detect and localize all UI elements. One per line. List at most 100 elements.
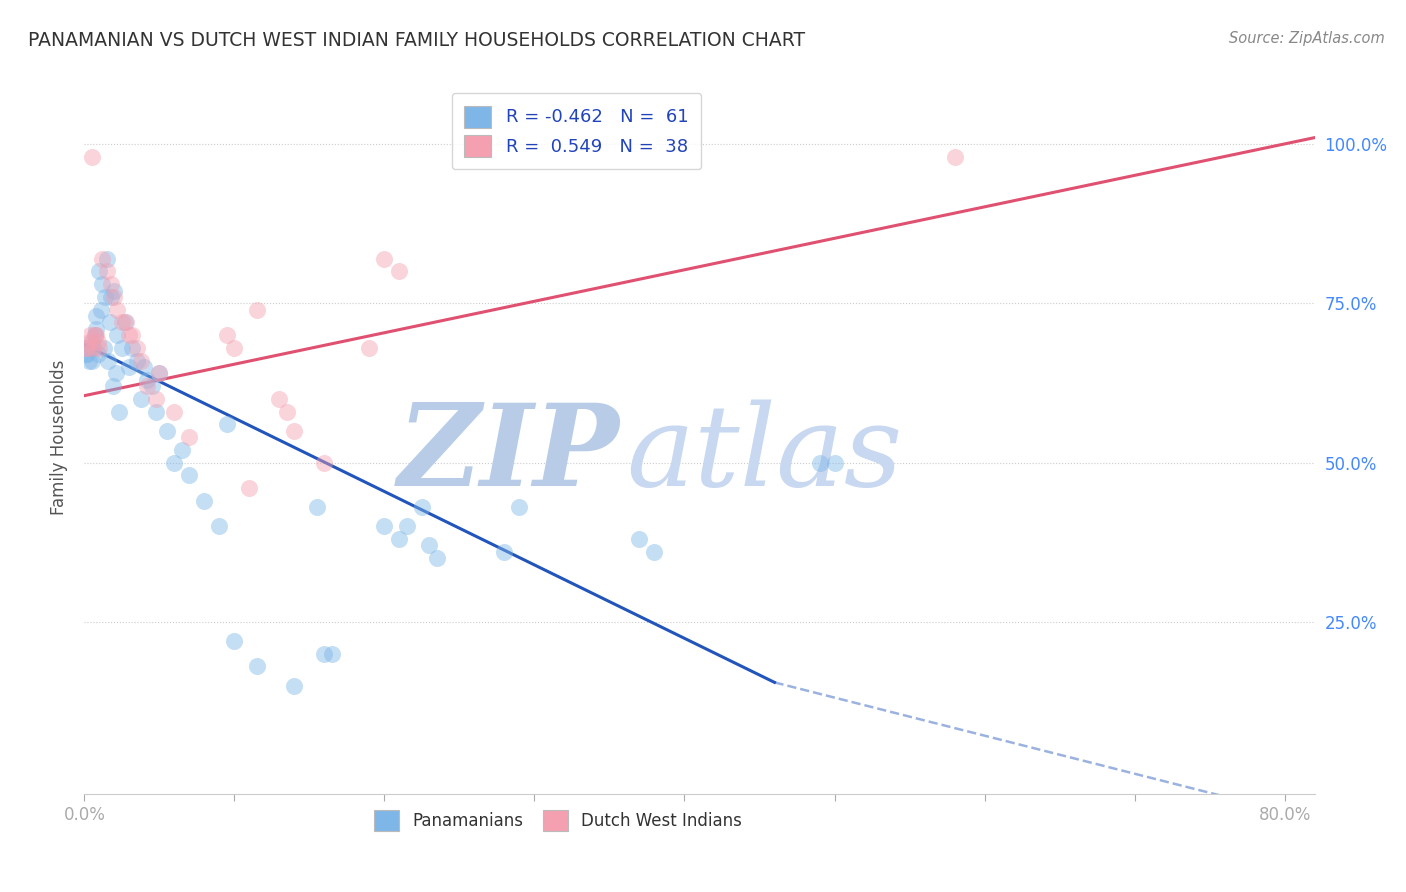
Legend: Panamanians, Dutch West Indians: Panamanians, Dutch West Indians [366,802,751,839]
Point [224,341,246,355]
Point [80,353,103,368]
Point [283,679,305,693]
Point [108,404,131,418]
Point [426,551,449,566]
Point [508,500,530,515]
Point [86,309,108,323]
Point [80,334,103,349]
Point [359,341,381,355]
Point [131,353,153,368]
Point [114,315,136,329]
Point [373,519,395,533]
Text: Source: ZipAtlas.com: Source: ZipAtlas.com [1229,31,1385,46]
Point [314,456,336,470]
Point [215,328,238,343]
Point [148,367,170,381]
Point [269,392,291,406]
Y-axis label: Family Households: Family Households [49,359,67,515]
Point [193,493,215,508]
Point [101,379,124,393]
Point [136,373,159,387]
Point [246,302,269,317]
Point [118,328,141,343]
Point [75,341,97,355]
Point [305,500,328,515]
Point [125,341,148,355]
Point [156,424,179,438]
Point [314,647,336,661]
Point [79,341,101,355]
Point [628,532,651,546]
Point [86,328,108,343]
Point [77,334,100,349]
Point [388,532,411,546]
Point [91,252,114,266]
Point [104,367,127,381]
Point [276,404,298,418]
Point [145,404,167,418]
Point [131,392,153,406]
Point [121,341,143,355]
Point [98,315,121,329]
Point [82,341,104,355]
Point [94,290,117,304]
Point [246,659,269,673]
Point [148,367,170,381]
Point [824,456,846,470]
Text: atlas: atlas [626,400,903,510]
Point [373,252,395,266]
Point [215,417,238,432]
Point [89,341,111,355]
Text: ZIP: ZIP [398,400,620,510]
Point [643,545,665,559]
Point [87,334,110,349]
Point [283,424,305,438]
Point [163,456,186,470]
Point [208,519,231,533]
Point [321,647,343,661]
Point [100,290,122,304]
Point [82,341,104,355]
Point [96,264,118,278]
Point [105,302,128,317]
Point [121,328,143,343]
Point [145,392,167,406]
Point [89,264,111,278]
Point [103,290,125,304]
Text: PANAMANIAN VS DUTCH WEST INDIAN FAMILY HOUSEHOLDS CORRELATION CHART: PANAMANIAN VS DUTCH WEST INDIAN FAMILY H… [28,31,806,50]
Point [80,150,103,164]
Point [141,379,163,393]
Point [411,500,433,515]
Point [97,353,120,368]
Point [170,442,193,457]
Point [388,264,411,278]
Point [136,379,159,393]
Point [111,341,134,355]
Point [90,302,112,317]
Point [86,322,108,336]
Point [118,359,141,374]
Point [125,353,148,368]
Point [83,328,105,343]
Point [418,538,440,552]
Point [494,545,516,559]
Point [808,456,831,470]
Point [93,341,115,355]
Point [87,347,110,361]
Point [179,430,201,444]
Point [83,328,105,343]
Point [115,315,138,329]
Point [77,353,100,368]
Point [163,404,186,418]
Point [79,328,101,343]
Point [75,347,97,361]
Point [103,284,125,298]
Point [395,519,418,533]
Point [105,328,128,343]
Point [179,468,201,483]
Point [96,252,118,266]
Point [238,481,260,495]
Point [224,634,246,648]
Point [943,150,966,164]
Point [91,277,114,292]
